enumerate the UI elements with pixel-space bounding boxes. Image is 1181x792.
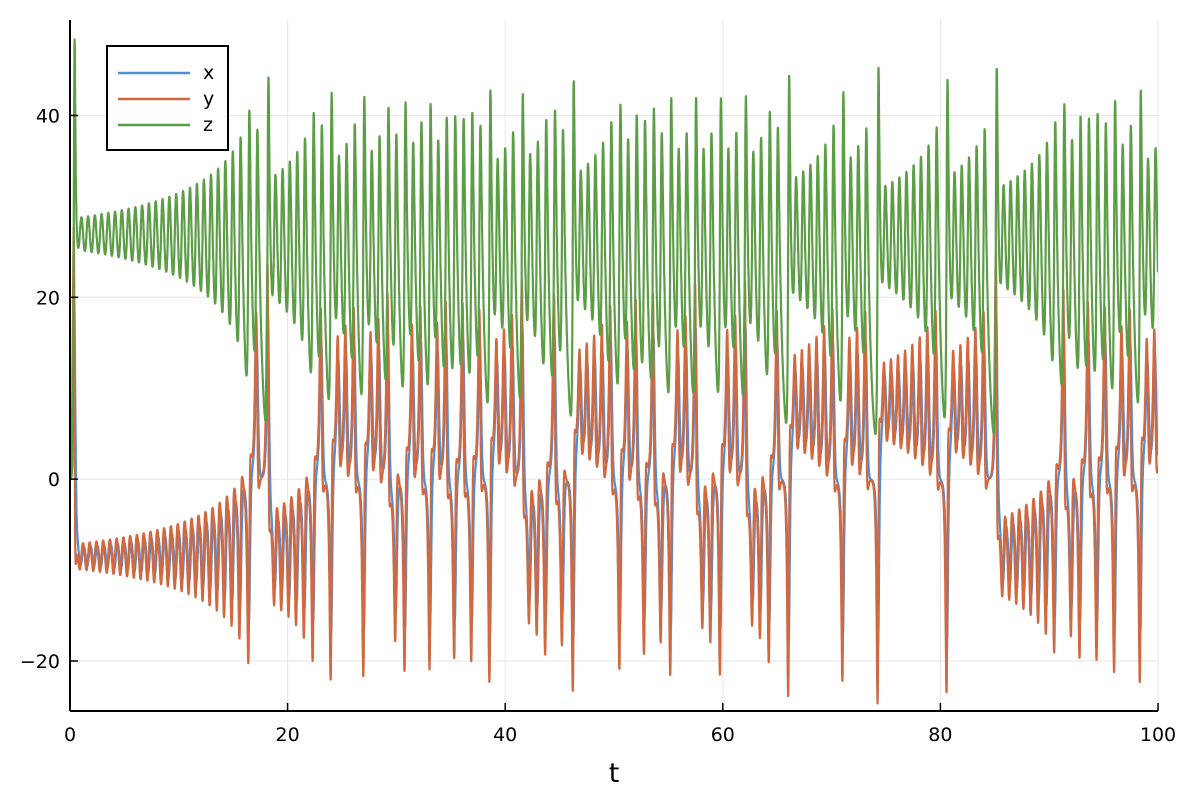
x-tick-label: 20	[276, 724, 300, 746]
y-tick-label: 0	[48, 469, 60, 491]
x-tick-label: 80	[928, 724, 952, 746]
series-line-z	[70, 38, 1158, 481]
tick-labels: 0 20 40 60 80 100 −20 0 20 40	[20, 105, 1176, 746]
x-tick-label: 0	[64, 724, 76, 746]
y-tick-label: 40	[36, 105, 60, 127]
legend-label-x: x	[203, 62, 214, 84]
legend-label-z: z	[203, 114, 213, 136]
x-axis-title: t	[609, 758, 620, 789]
x-tick-label: 100	[1140, 724, 1176, 746]
series-line-y	[70, 226, 1158, 705]
tick-marks	[69, 114, 1159, 711]
legend-label-y: y	[203, 88, 214, 110]
series-layer	[70, 38, 1158, 705]
y-tick-label: 20	[36, 287, 60, 309]
legend: xyz	[106, 45, 229, 151]
x-tick-label: 40	[493, 724, 517, 746]
x-tick-label: 60	[711, 724, 735, 746]
y-tick-label: −20	[20, 651, 60, 673]
